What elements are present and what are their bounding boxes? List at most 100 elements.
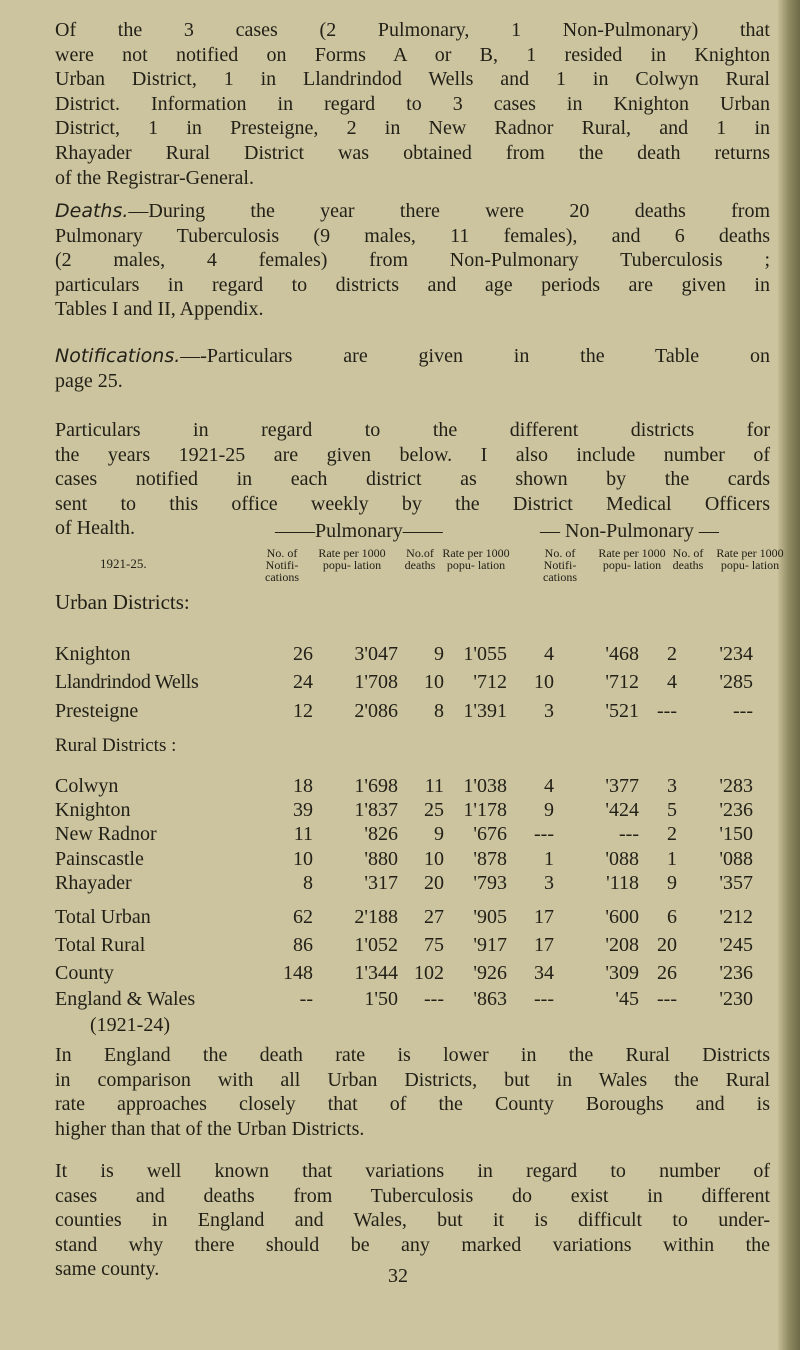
table-row: Knighton 39 1'837 25 1'178 9 '424 5 '236 xyxy=(55,799,755,823)
cell-value: 1'344 xyxy=(354,962,398,984)
cell-value: '521 xyxy=(605,700,639,722)
cell-value: '878 xyxy=(473,848,507,870)
paragraph-deaths: Deaths.—During the year there were 20 de… xyxy=(55,199,770,322)
text-line: cases and deaths from Tuberculosis do ex… xyxy=(55,1184,770,1207)
table-row: Knighton 26 3'047 9 1'055 4 '468 2 '234 xyxy=(55,643,755,667)
district-name: Total Rural xyxy=(55,934,146,956)
text-line: Urban District, 1 in Llandrindod Wells a… xyxy=(55,68,770,91)
cell-value: 11 xyxy=(424,775,444,797)
cell-value: '917 xyxy=(473,934,507,956)
cell-value: 1'391 xyxy=(463,700,507,722)
district-name: Rhayader xyxy=(55,872,132,894)
cell-value: '712 xyxy=(473,671,507,693)
cell-value: '236 xyxy=(719,962,753,984)
cell-value: 9 xyxy=(434,823,444,845)
table-row: Llandrindod Wells 24 1'708 10 '712 10 '712 4 '28… xyxy=(55,671,755,695)
cell-value: '600 xyxy=(605,906,639,928)
table-row: County 148 1'344 102 '926 34 '309 26 '236 xyxy=(55,962,755,986)
cell-value: 2'188 xyxy=(354,906,398,928)
page-number: 32 xyxy=(388,1265,408,1287)
cell-value: '377 xyxy=(605,775,639,797)
cell-value: '285 xyxy=(719,671,753,693)
cell-value: 10 xyxy=(293,848,313,870)
cell-value: 1'055 xyxy=(463,643,507,665)
table-row: England & Wales -- 1'50 --- '863 --- '45 --- '23… xyxy=(55,988,755,1012)
column-header: Rate per 1000 popu- lation xyxy=(716,546,784,572)
column-header: Rate per 1000 popu- lation xyxy=(442,546,510,572)
text-line: were not notified on Forms A or B, 1 res… xyxy=(55,43,770,66)
cell-value: 4 xyxy=(544,775,554,797)
cell-value: '234 xyxy=(719,643,753,665)
cell-value: '309 xyxy=(605,962,639,984)
column-header: No. of deaths xyxy=(672,546,704,572)
cell-value: 17 xyxy=(534,906,554,928)
district-name: Colwyn xyxy=(55,775,119,797)
cell-value: 10 xyxy=(534,671,554,693)
cell-value: 18 xyxy=(293,775,313,797)
text-line: District, 1 in Presteigne, 2 in New Radn… xyxy=(55,117,770,140)
cell-value: '926 xyxy=(473,962,507,984)
cell-value: 75 xyxy=(424,934,444,956)
cell-value: '826 xyxy=(364,823,398,845)
cell-value: 10 xyxy=(424,671,444,693)
cell-value: 1'178 xyxy=(463,799,507,821)
cell-value: 1'052 xyxy=(354,934,398,956)
district-name: Total Urban xyxy=(55,906,151,928)
england-period-note: (1921-24) xyxy=(90,1014,170,1036)
cell-value: 2'086 xyxy=(354,700,398,722)
text-line: Of the 3 cases (2 Pulmonary, 1 Non-Pulmo… xyxy=(55,19,770,41)
cell-value: '676 xyxy=(473,823,507,845)
cell-value: 86 xyxy=(293,934,313,956)
cell-value: '317 xyxy=(364,872,398,894)
cell-value: '236 xyxy=(719,799,753,821)
text-line: higher than that of the Urban Districts. xyxy=(55,1117,365,1140)
text-line: Rhayader Rural District was obtained fro… xyxy=(55,141,770,164)
paragraph-unnotified-cases: Of the 3 cases (2 Pulmonary, 1 Non-Pulmo… xyxy=(55,18,770,190)
deaths-heading: Deaths. xyxy=(55,200,129,222)
cell-value: '45 xyxy=(615,988,639,1010)
notifications-heading: Notifications. xyxy=(55,345,181,367)
column-header: Rate per 1000 popu- lation xyxy=(598,546,666,572)
rural-districts-label: Rural Districts : xyxy=(55,735,177,756)
text-line: the years 1921-25 are given below. I als… xyxy=(55,443,770,466)
text-line: of the Registrar-General. xyxy=(55,166,254,189)
cell-value: '863 xyxy=(473,988,507,1010)
cell-value: --- xyxy=(657,988,677,1010)
cell-value: 1'50 xyxy=(364,988,398,1010)
text-line: Pulmonary Tuberculosis (9 males, 11 fema… xyxy=(55,224,770,247)
cell-value: 3'047 xyxy=(354,643,398,665)
district-name: Knighton xyxy=(55,799,131,821)
text-line: (2 males, 4 females) from Non-Pulmonary … xyxy=(55,249,770,272)
text-line: cases notified in each district as shown… xyxy=(55,468,770,491)
cell-value: 1'837 xyxy=(354,799,398,821)
cell-value: 9 xyxy=(667,872,677,894)
cell-value: '118 xyxy=(606,872,639,894)
district-name: Llandrindod Wells xyxy=(55,671,199,693)
text-line: Tables I and II, Appendix. xyxy=(55,298,264,321)
district-name: County xyxy=(55,962,114,984)
cell-value: '712 xyxy=(605,671,639,693)
cell-value: '212 xyxy=(719,906,753,928)
cell-value: --- xyxy=(534,823,554,845)
cell-value: 9 xyxy=(544,799,554,821)
text-line: page 25. xyxy=(55,369,123,392)
cell-value: 3 xyxy=(667,775,677,797)
cell-value: 17 xyxy=(534,934,554,956)
cell-value: 12 xyxy=(293,700,313,722)
cell-value: 1'698 xyxy=(354,775,398,797)
cell-value: 26 xyxy=(293,643,313,665)
cell-value: '880 xyxy=(364,848,398,870)
table-row: New Radnor 11 '826 9 '676 --- --- 2 '150 xyxy=(55,823,755,847)
column-header: No. of Notifi- cations xyxy=(265,546,299,584)
cell-value: --- xyxy=(657,700,677,722)
district-name: Knighton xyxy=(55,643,131,665)
text-line: sent to this office weekly by the Distri… xyxy=(55,492,770,515)
text-line: Particulars in regard to the different d… xyxy=(55,419,770,441)
cell-value: 4 xyxy=(544,643,554,665)
text-line: in comparison with all Urban Districts, … xyxy=(55,1068,770,1091)
cell-value: --- xyxy=(619,823,639,845)
cell-value: 1'708 xyxy=(354,671,398,693)
text-line: rate approaches closely that of the Coun… xyxy=(55,1093,770,1116)
paragraph-variations: It is well known that variations in rega… xyxy=(55,1159,770,1282)
